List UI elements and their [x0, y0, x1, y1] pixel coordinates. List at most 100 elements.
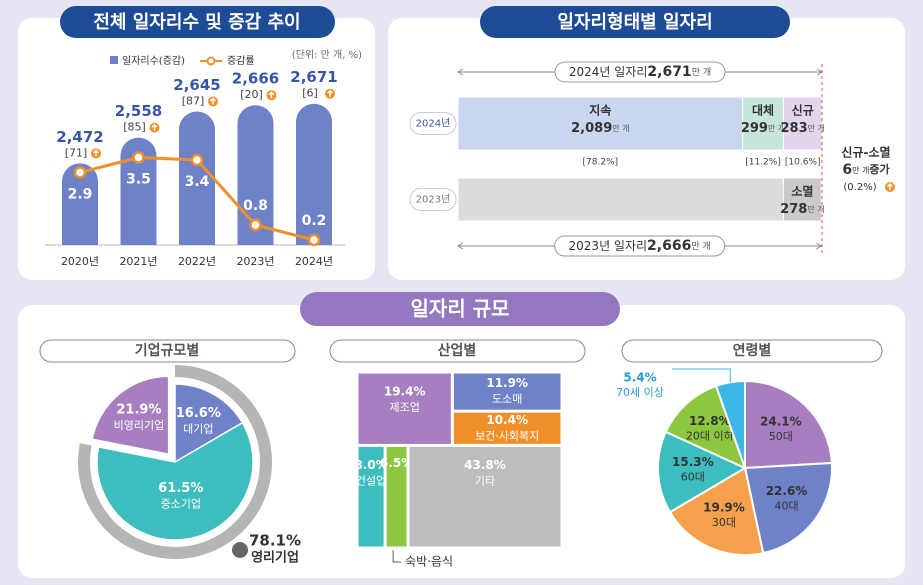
slice-value-label: 15.3% — [672, 455, 714, 469]
total-label-part: 2,666 — [647, 238, 691, 254]
row-label: 2024년 — [416, 118, 451, 130]
slice-value-label: 61.5% — [158, 481, 203, 496]
line-point — [249, 218, 262, 232]
treemap-cell — [453, 412, 561, 444]
bar-change-label: [6] — [302, 87, 318, 100]
segment-value-part: 만 개 — [612, 123, 629, 133]
total-label-part: 2,671 — [647, 64, 691, 80]
slice-value-label: 12.8% — [689, 414, 731, 428]
net-value-part: 6 — [842, 162, 852, 178]
chart-title: 산업별 — [438, 342, 477, 359]
segment-share: [78.2%] — [583, 158, 619, 168]
segment-share: [11.2%] — [745, 158, 781, 168]
net-label: 신규-소멸 — [841, 145, 890, 160]
bar-segment — [457, 96, 744, 151]
title-pill — [60, 6, 335, 38]
cell-value-label: 6.5% — [380, 456, 413, 470]
net-share: (0.2%) — [843, 182, 876, 193]
chart-title: 기업규모별 — [135, 342, 199, 359]
slice-name: 비영리기업 — [114, 419, 165, 432]
cell-pointer — [392, 550, 402, 563]
cell-value-label: 10.4% — [486, 413, 528, 427]
bar-change-label: [85] — [123, 121, 146, 134]
net-value-part: 만 개 — [852, 165, 869, 175]
legend-label: 증감률 — [227, 55, 255, 67]
slice-name: 40대 — [774, 500, 798, 513]
line-value-label: 3.5 — [126, 172, 151, 188]
total-label-part: 2023년 일자리 — [569, 239, 648, 253]
net-value: 6만 개증가 — [842, 162, 889, 178]
bar — [179, 111, 215, 245]
subtitle-pill — [329, 339, 586, 363]
total-pill — [554, 61, 726, 83]
total-label-part: 만 개 — [691, 241, 710, 252]
slice-name: 60대 — [681, 471, 705, 484]
segment-name: 대체 — [752, 103, 774, 118]
pie-slice — [91, 375, 170, 456]
bar-change-label: [20] — [240, 88, 263, 101]
total-label-part: 2024년 일자리 — [569, 65, 648, 79]
cell-name: 도소매 — [492, 393, 522, 406]
segment-value-part: 299 — [741, 121, 768, 136]
money-icon — [232, 542, 248, 558]
x-tick-label: 2021년 — [119, 255, 157, 268]
outer-ring — [78, 365, 272, 559]
slice-value-label: 21.9% — [116, 403, 161, 418]
bar — [120, 137, 157, 245]
cell-value-label: 19.4% — [384, 385, 426, 399]
segment-name: 신규 — [792, 103, 814, 118]
slice-name: 중소기업 — [161, 498, 201, 511]
up-icon-arrow — [93, 149, 99, 157]
treemap-cell — [453, 373, 561, 410]
bar-value-label: 2,666 — [232, 70, 279, 88]
cell-name: 건설업 — [356, 474, 386, 487]
unit-note: (단위: 만 개, %) — [292, 48, 362, 61]
line-value-label: 3.4 — [185, 174, 210, 190]
line-value-label: 0.2 — [302, 213, 327, 229]
pie-slice — [174, 383, 244, 464]
subtitle-pill — [39, 339, 296, 363]
segment-value-part: 만 개 — [807, 204, 824, 214]
outer-value-label: 78.1% — [249, 532, 301, 550]
cell-value-label: 11.9% — [486, 376, 528, 390]
treemap-cell — [409, 446, 561, 547]
segment-value: 2,089만 개 — [571, 121, 629, 136]
pie-slice — [657, 430, 748, 514]
treemap-cell — [358, 446, 384, 547]
bar-segment — [742, 96, 784, 151]
row-label-box — [409, 112, 457, 135]
title-pill — [480, 6, 790, 38]
bar-value-label: 2,472 — [56, 128, 103, 146]
pie-slice — [664, 384, 747, 470]
line-point — [73, 166, 87, 179]
up-icon-arrow — [268, 91, 275, 99]
segment-value-part: 만 개 — [768, 123, 785, 133]
slice-value-label: 16.6% — [176, 406, 221, 421]
x-tick-label: 2023년 — [236, 255, 274, 268]
slice-value-label: 24.1% — [760, 415, 802, 429]
line-point — [307, 233, 321, 247]
callout-line — [672, 368, 731, 383]
segment-value-part: 만 개 — [808, 123, 825, 133]
x-tick-label: 2020년 — [61, 255, 99, 268]
legend-label: 일자리수(증감) — [122, 55, 185, 67]
total-label: 2023년 일자리2,666만 개 — [569, 238, 711, 254]
up-icon-arrow — [151, 123, 158, 131]
pie-slice — [714, 379, 746, 469]
section-title: 일자리 규모 — [411, 297, 510, 321]
legend-swatch — [110, 56, 118, 64]
segment-value-part: 278 — [780, 202, 807, 217]
bar — [237, 105, 274, 245]
pie-slice — [96, 421, 254, 541]
segment-name: 지속 — [589, 103, 611, 118]
pie-slice — [668, 466, 765, 556]
bar-segment — [782, 177, 822, 222]
cell-name: 숙박·음식 — [405, 555, 453, 569]
slice-value-label: 22.6% — [766, 484, 808, 498]
cell-name: 보건·사회복지 — [475, 429, 539, 442]
section-pill — [300, 292, 620, 326]
line-value-label: 0.8 — [243, 198, 268, 214]
pie-slice — [743, 461, 833, 555]
